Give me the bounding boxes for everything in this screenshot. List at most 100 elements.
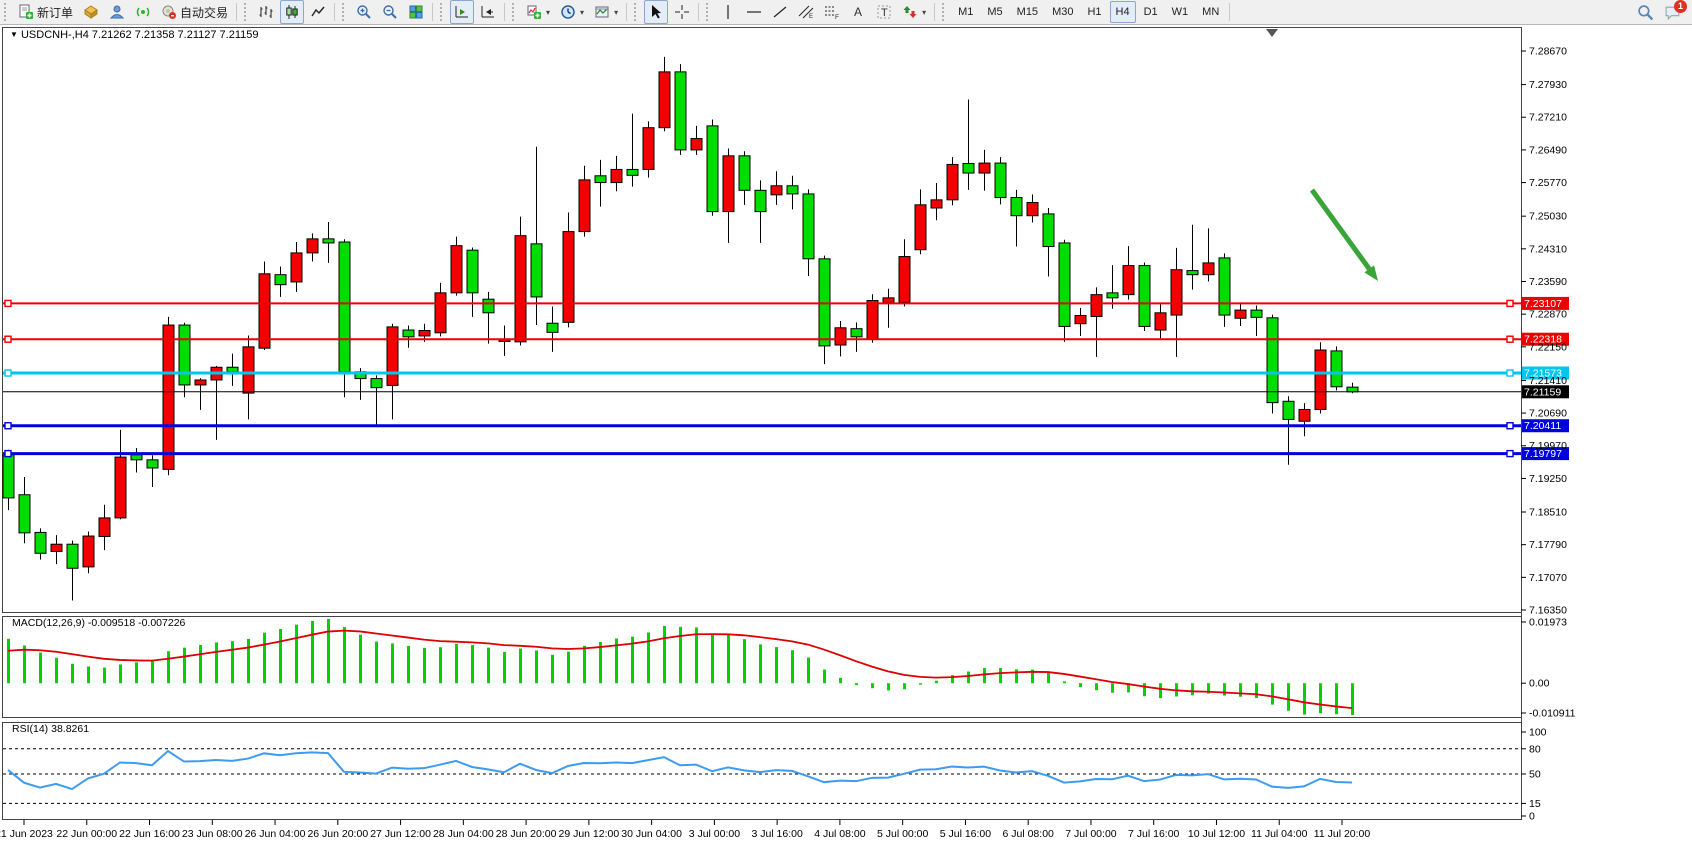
tf-w1[interactable]: W1 [1166, 1, 1195, 23]
trendline-button[interactable] [768, 0, 792, 24]
new-order-button[interactable]: 新订单 [14, 0, 77, 24]
price-axis-label: 7.27930 [1529, 79, 1567, 91]
chart-shift-marker[interactable] [1266, 29, 1278, 37]
layouts-button[interactable] [79, 0, 103, 24]
price-axis-label: 7.24310 [1529, 243, 1567, 255]
rsi-axis-label: 100 [1529, 727, 1547, 739]
line-handle[interactable] [4, 299, 12, 308]
tf-m15[interactable]: M15 [1011, 1, 1044, 23]
horizontal-line-button[interactable] [742, 0, 766, 24]
tf-m30-label: M30 [1052, 6, 1074, 18]
candle-body [18, 494, 31, 534]
chevron-down-icon: ▾ [546, 7, 551, 17]
channel-button[interactable]: E [794, 0, 818, 24]
chart-title-symbol: USDCNH-,H4 [20, 29, 89, 41]
cursor-button[interactable] [644, 0, 669, 24]
candle-body [754, 189, 767, 213]
signals-button[interactable] [131, 0, 155, 24]
candle-body [1138, 265, 1151, 327]
templates-button[interactable]: ▾ [590, 0, 622, 24]
line-handle[interactable] [1506, 422, 1514, 430]
tf-m30[interactable]: M30 [1046, 1, 1079, 23]
tf-d1[interactable]: D1 [1138, 1, 1164, 23]
profile-button[interactable] [105, 0, 129, 24]
candle-body [306, 238, 319, 254]
autotrade-icon [162, 5, 177, 19]
auto-scroll-button[interactable] [450, 0, 475, 24]
candle [1154, 303, 1167, 339]
line-handle[interactable] [4, 449, 12, 458]
support-line-cyan[interactable] [3, 369, 1521, 377]
vertical-line-button[interactable] [716, 0, 740, 24]
candle [450, 236, 463, 296]
candle [146, 455, 159, 488]
arrow-shaft[interactable] [1309, 188, 1372, 271]
candle-body [946, 163, 959, 201]
indicators-button[interactable]: ▾ [522, 0, 554, 24]
search-button[interactable] [1633, 0, 1658, 24]
line-handle[interactable] [1506, 299, 1514, 308]
candle [466, 247, 479, 317]
line-chart-button[interactable] [306, 0, 330, 24]
tf-m5[interactable]: M5 [981, 1, 1008, 23]
main-price-pane[interactable] [2, 27, 1522, 613]
candle [98, 504, 111, 551]
time-axis-label: 27 Jun 12:00 [370, 828, 431, 840]
price-axis-label: 7.16350 [1529, 605, 1567, 617]
sell-signal-arrow[interactable] [1309, 188, 1378, 281]
tf-m1[interactable]: M1 [952, 1, 979, 23]
tile-windows-button[interactable] [404, 0, 428, 24]
candle [898, 239, 911, 307]
chart-shift-button[interactable] [476, 0, 500, 24]
candle [402, 325, 415, 348]
tf-h1[interactable]: H1 [1081, 1, 1107, 23]
line-handle[interactable] [1506, 449, 1514, 458]
candle [322, 222, 335, 263]
candle-body [1218, 257, 1231, 316]
tf-h4[interactable]: H4 [1109, 1, 1136, 23]
line-handle[interactable] [4, 369, 12, 377]
algo-trading-button[interactable]: 自动交易 [157, 0, 232, 24]
zoom-in-icon [357, 5, 371, 19]
arrow-head[interactable] [1364, 265, 1378, 281]
candle-body [706, 125, 719, 213]
resistance-line-2[interactable] [3, 335, 1521, 343]
candle-body [1298, 408, 1311, 422]
notifications-button[interactable]: 1 [1660, 0, 1687, 24]
candle-body [850, 328, 863, 338]
resistance-line-1[interactable] [3, 299, 1521, 308]
tf-h4-label: H4 [1115, 6, 1130, 18]
crosshair-button[interactable] [670, 0, 694, 24]
arrows-button[interactable]: ▾ [898, 0, 930, 24]
periods-button[interactable]: ▾ [556, 0, 588, 24]
candle [866, 294, 879, 343]
line-handle[interactable] [1506, 369, 1514, 377]
line-handle[interactable] [4, 335, 12, 343]
zoom-out-button[interactable] [378, 0, 402, 24]
support-line-blue-2[interactable] [3, 449, 1521, 458]
toolbar-grip [440, 3, 447, 21]
label-button[interactable]: T [872, 0, 896, 24]
candle [594, 159, 607, 207]
candlestick-button[interactable] [280, 0, 305, 24]
toolbar-separator [626, 3, 628, 21]
macd-indicator-label: MACD(12,26,9) -0.009518 -0.007226 [12, 617, 186, 629]
bar-chart-button[interactable] [254, 0, 278, 24]
toolbar-grip [342, 3, 349, 21]
tf-mn[interactable]: MN [1196, 1, 1225, 23]
fibonacci-button[interactable]: F [820, 0, 844, 24]
text-button[interactable]: A [846, 0, 870, 24]
zoom-in-button[interactable] [352, 0, 376, 24]
candle [786, 175, 799, 210]
candle [370, 375, 383, 425]
candle [1266, 314, 1279, 414]
candle-body [1170, 269, 1183, 316]
line-handle[interactable] [4, 422, 12, 430]
support-line-blue-1[interactable] [3, 422, 1521, 430]
line-handle[interactable] [1506, 335, 1514, 343]
chevron-down-icon[interactable]: ▼ [10, 30, 18, 39]
chevron-down-icon: ▾ [614, 7, 619, 17]
candle [290, 242, 303, 292]
candle-body [530, 243, 543, 298]
